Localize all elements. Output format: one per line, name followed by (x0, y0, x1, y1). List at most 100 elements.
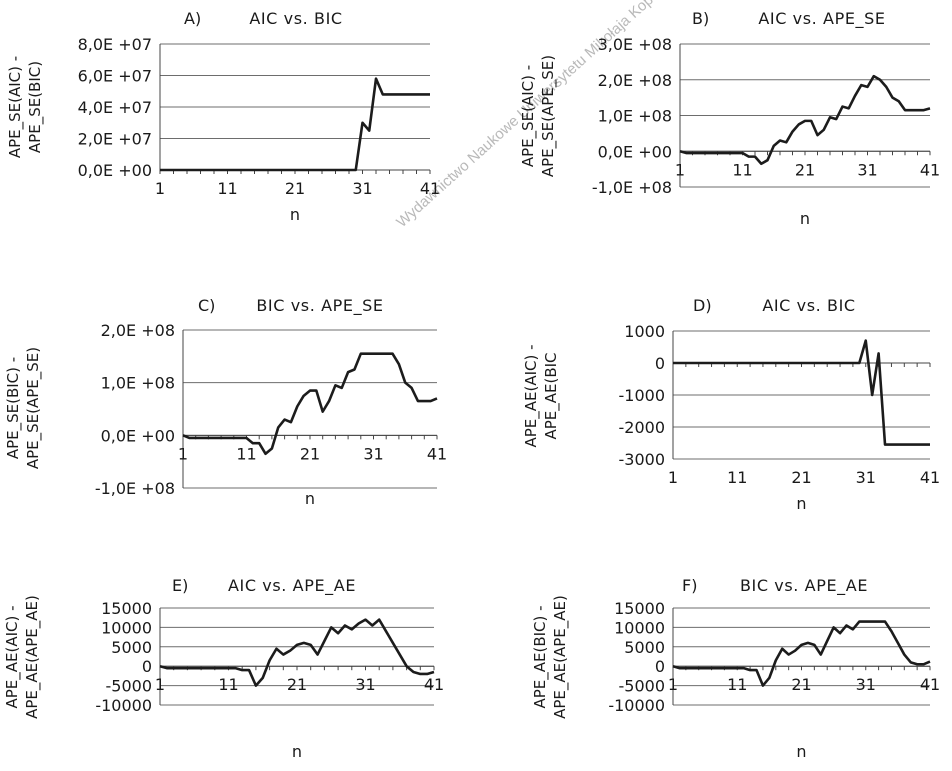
y-tick-label: 0,0E +00 (101, 426, 175, 445)
x-tick-label: 31 (856, 675, 876, 694)
x-tick-label: 41 (424, 675, 444, 694)
y-axis-label-line: APE_SE(APE_SE) (539, 55, 558, 177)
chart-title: BIC vs. APE_SE (256, 296, 383, 316)
y-tick-label: 10000 (101, 618, 152, 637)
y-tick-label: -5000 (619, 677, 666, 696)
x-axis-label: n (796, 742, 806, 761)
x-tick-label: 41 (920, 675, 940, 694)
y-tick-label: 0 (142, 657, 152, 676)
panel-label: E) (172, 576, 188, 595)
y-tick-label: -1000 (619, 386, 666, 405)
x-tick-label: 41 (920, 468, 940, 487)
series-line (673, 339, 930, 446)
y-tick-label: -10000 (95, 696, 152, 715)
y-tick-label: 10000 (614, 618, 665, 637)
y-tick-label: -1,0E +08 (592, 178, 672, 197)
x-tick-label: 31 (857, 160, 877, 179)
chart-panel-c: -1,0E +080,0E +001,0E +082,0E +081 11 21 31… (4, 296, 447, 508)
panel-label: B) (692, 9, 709, 28)
y-tick-label: 3,0E +08 (598, 35, 672, 54)
y-axis-label: APE_SE(AIC) - APE_SE(APE_SE) (519, 55, 558, 177)
x-tick-label: 1 (668, 675, 678, 694)
y-tick-label: -1,0E +08 (95, 479, 175, 498)
x-axis-label: n (800, 209, 810, 228)
series-line (679, 74, 931, 166)
y-tick-label: 15000 (101, 599, 152, 618)
x-tick-label: 1 (178, 444, 188, 463)
y-tick-label: 2,0E +08 (101, 321, 175, 340)
x-tick-label: 21 (285, 179, 305, 198)
y-axis-label-line: APE_SE(BIC) (26, 61, 45, 153)
x-tick-label: 31 (856, 468, 876, 487)
x-axis-label: n (292, 742, 302, 761)
x-tick-label: 1 (675, 160, 685, 179)
chart-title: BIC vs. APE_AE (740, 576, 868, 596)
y-axis-label-line: APE_SE(BIC) - (4, 357, 23, 459)
x-tick-label: 11 (732, 160, 752, 179)
x-tick-label: 11 (236, 444, 256, 463)
y-axis-label-line: APE_AE(APE_AE) (551, 595, 570, 719)
x-tick-label: 21 (300, 444, 320, 463)
panel-label: F) (682, 576, 697, 595)
series-line (159, 618, 435, 687)
panel-label: C) (198, 296, 215, 315)
x-tick-label: 21 (791, 675, 811, 694)
y-axis-label: APE_SE(BIC) - APE_SE(APE_SE) (4, 347, 43, 469)
x-tick-label: 41 (420, 179, 440, 198)
y-tick-label: 6,0E +07 (78, 67, 152, 86)
x-tick-label: 11 (727, 468, 747, 487)
x-tick-label: 31 (363, 444, 383, 463)
x-tick-label: 31 (352, 179, 372, 198)
y-tick-label: -5000 (106, 677, 153, 696)
x-tick-label: 11 (217, 179, 237, 198)
y-tick-label: 5000 (111, 638, 152, 657)
y-tick-label: 4,0E +07 (78, 98, 152, 117)
series-line (672, 620, 931, 687)
x-tick-label: 11 (218, 675, 238, 694)
y-axis-label: APE_SE(AIC) - APE_SE(BIC) (6, 56, 45, 158)
chart-title: AIC vs. APE_SE (758, 9, 885, 29)
series-line (160, 77, 430, 172)
y-axis-label-line: APE_SE(AIC) - (6, 56, 25, 158)
y-tick-label: 1000 (624, 322, 665, 341)
y-tick-label: -2000 (619, 418, 666, 437)
x-tick-label: 21 (287, 675, 307, 694)
y-tick-label: 2,0E +07 (78, 130, 152, 149)
y-tick-label: 2,0E +08 (598, 71, 672, 90)
chart-panel-b: -1,0E +08 0,0E +00 1,0E +08 2,0E +08 3,0E +0… (519, 9, 940, 228)
y-tick-label: 0 (655, 354, 665, 373)
y-tick-label: -3000 (619, 450, 666, 469)
y-axis-label-line: APE_AE(BIC (542, 352, 561, 439)
x-tick-label: 1 (155, 675, 165, 694)
y-tick-label: -10000 (608, 696, 665, 715)
panel-label: D) (693, 296, 712, 315)
x-tick-label: 11 (727, 675, 747, 694)
y-tick-label: 5000 (624, 638, 665, 657)
y-axis-label: APE_AE(AIC) - APE_AE(APE_AE) (3, 595, 42, 719)
y-axis-label-line: APE_AE(AIC) - (3, 605, 22, 708)
y-axis-label-line: APE_AE(APE_AE) (23, 595, 42, 719)
chart-title: AIC vs. BIC (762, 296, 855, 315)
x-tick-label: 31 (355, 675, 375, 694)
x-tick-label: 21 (791, 468, 811, 487)
x-tick-label: 41 (920, 160, 940, 179)
y-axis-label: APE_AE(BIC) - APE_AE(APE_AE) (531, 595, 570, 719)
y-tick-label: 8,0E +07 (78, 35, 152, 54)
chart-panel-a: 0,0E +00 2,0E +07 4,0E +07 6,0E +07 8,0E +07… (6, 9, 440, 224)
chart-title: AIC vs. BIC (249, 9, 342, 28)
y-axis-label-line: APE_SE(APE_SE) (24, 347, 43, 469)
series-line (182, 352, 438, 456)
x-tick-label: 21 (795, 160, 815, 179)
x-axis-label: n (796, 494, 806, 513)
x-axis-label: n (305, 489, 315, 508)
y-tick-label: 1,0E +08 (598, 107, 672, 126)
y-axis-label-line: APE_AE(BIC) - (531, 605, 550, 708)
panel-label: A) (184, 9, 201, 28)
x-tick-label: 1 (155, 179, 165, 198)
y-axis-label: APE_AE(AIC) - APE_AE(BIC (522, 344, 561, 447)
y-tick-label: 0 (655, 657, 665, 676)
